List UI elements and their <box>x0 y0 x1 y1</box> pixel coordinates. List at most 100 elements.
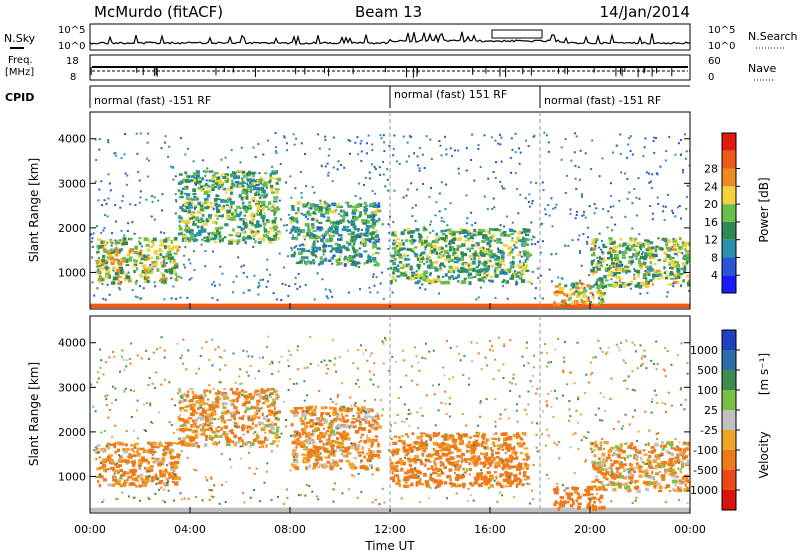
heatmap-cell <box>138 484 142 488</box>
heatmap-cell <box>178 226 183 231</box>
heatmap-cell <box>569 492 574 496</box>
heatmap-cell <box>612 259 615 263</box>
heatmap-cell <box>253 274 256 277</box>
heatmap-cell <box>141 456 145 460</box>
heatmap-cell <box>359 241 363 245</box>
heatmap-cell <box>198 229 203 234</box>
heatmap-cell <box>483 480 488 483</box>
heatmap-cell <box>243 191 247 194</box>
heatmap-cell <box>516 467 520 471</box>
heatmap-cell <box>554 285 560 288</box>
heatmap-cell <box>592 485 597 488</box>
heatmap-cell <box>644 284 650 288</box>
heatmap-cell <box>654 248 657 253</box>
heatmap-cell <box>321 278 324 281</box>
heatmap-cell <box>149 256 154 259</box>
heatmap-cell <box>398 162 401 165</box>
heatmap-cell <box>195 170 200 175</box>
heatmap-cell <box>192 188 197 192</box>
heatmap-cell <box>309 237 314 240</box>
heatmap-cell <box>371 190 374 193</box>
heatmap-cell <box>486 456 489 460</box>
heatmap-cell <box>598 267 601 271</box>
heatmap-cell <box>677 142 680 145</box>
heatmap-cell <box>259 279 262 281</box>
heatmap-cell <box>329 466 332 470</box>
heatmap-cell <box>174 464 178 468</box>
heatmap-cell <box>604 279 609 282</box>
heatmap-cell <box>513 244 516 247</box>
heatmap-cell <box>422 243 426 247</box>
heatmap-cell <box>294 466 299 471</box>
heatmap-cell <box>267 237 271 240</box>
heatmap-cell <box>644 137 647 140</box>
heatmap-cell <box>150 445 156 449</box>
heatmap-cell <box>185 229 189 233</box>
heatmap-cell <box>224 402 228 405</box>
heatmap-cell <box>462 280 467 284</box>
heatmap-cell <box>127 475 133 479</box>
heatmap-cell <box>482 280 485 283</box>
heatmap-cell <box>466 270 469 273</box>
heatmap-cell <box>602 468 605 472</box>
heatmap-cell <box>121 257 126 261</box>
heatmap-cell <box>649 261 652 265</box>
heatmap-cell <box>259 421 264 425</box>
heatmap-cell <box>193 269 196 272</box>
heatmap-cell <box>402 441 406 445</box>
heatmap-cell <box>372 204 377 208</box>
heatmap-cell <box>115 253 119 257</box>
heatmap-cell <box>593 501 596 504</box>
heatmap-cell <box>125 460 128 464</box>
heatmap-cell <box>173 266 177 269</box>
heatmap-cell <box>396 268 400 273</box>
heatmap-cell <box>307 225 310 229</box>
heatmap-cell <box>371 217 375 220</box>
heatmap-cell <box>188 175 191 178</box>
heatmap-cell <box>446 255 449 259</box>
heatmap-cell <box>571 499 575 503</box>
heatmap-cell <box>125 275 129 280</box>
heatmap-cell <box>186 296 189 299</box>
heatmap-cell <box>143 255 148 259</box>
heatmap-cell <box>258 172 261 175</box>
heatmap-cell <box>205 239 210 242</box>
heatmap-cell <box>119 240 123 244</box>
heatmap-cell <box>199 204 204 207</box>
heatmap-cell <box>354 253 359 257</box>
heatmap-cell <box>272 401 276 405</box>
heatmap-cell <box>492 197 495 200</box>
heatmap-cell <box>412 448 415 453</box>
heatmap-cell <box>414 246 418 249</box>
heatmap-cell <box>434 260 439 264</box>
heatmap-cell <box>507 444 512 449</box>
heatmap-cell <box>645 281 648 285</box>
heatmap-cell <box>196 174 200 179</box>
heatmap-cell <box>598 277 603 281</box>
heatmap-cell <box>328 148 331 151</box>
heatmap-cell <box>319 431 323 435</box>
heatmap-cell <box>422 252 426 255</box>
heatmap-cell <box>211 418 217 421</box>
heatmap-cell <box>481 240 486 243</box>
heatmap-cell <box>483 463 487 466</box>
heatmap-cell <box>444 444 449 447</box>
heatmap-cell <box>510 239 514 243</box>
heatmap-cell <box>349 465 355 470</box>
heatmap-cell <box>375 467 380 472</box>
heatmap-cell <box>360 150 363 153</box>
heatmap-cell <box>412 445 416 449</box>
heatmap-cell <box>541 181 544 184</box>
heatmap-cell <box>139 297 142 300</box>
heatmap-cell <box>685 150 688 153</box>
heatmap-cell <box>352 247 356 251</box>
heatmap-cell <box>441 452 445 457</box>
heatmap-cell <box>109 248 114 252</box>
heatmap-cell <box>346 449 349 454</box>
heatmap-cell <box>501 280 504 284</box>
heatmap-cell <box>174 460 180 465</box>
heatmap-cell <box>407 478 410 482</box>
heatmap-cell <box>621 252 626 257</box>
heatmap-cell <box>425 260 428 263</box>
heatmap-cell <box>201 238 204 241</box>
